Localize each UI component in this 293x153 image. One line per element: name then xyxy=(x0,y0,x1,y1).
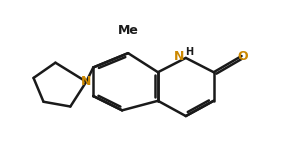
Text: Me: Me xyxy=(118,24,139,37)
Text: N: N xyxy=(174,50,184,63)
Text: H: H xyxy=(185,47,194,56)
Text: O: O xyxy=(238,50,248,63)
Text: N: N xyxy=(81,75,91,88)
